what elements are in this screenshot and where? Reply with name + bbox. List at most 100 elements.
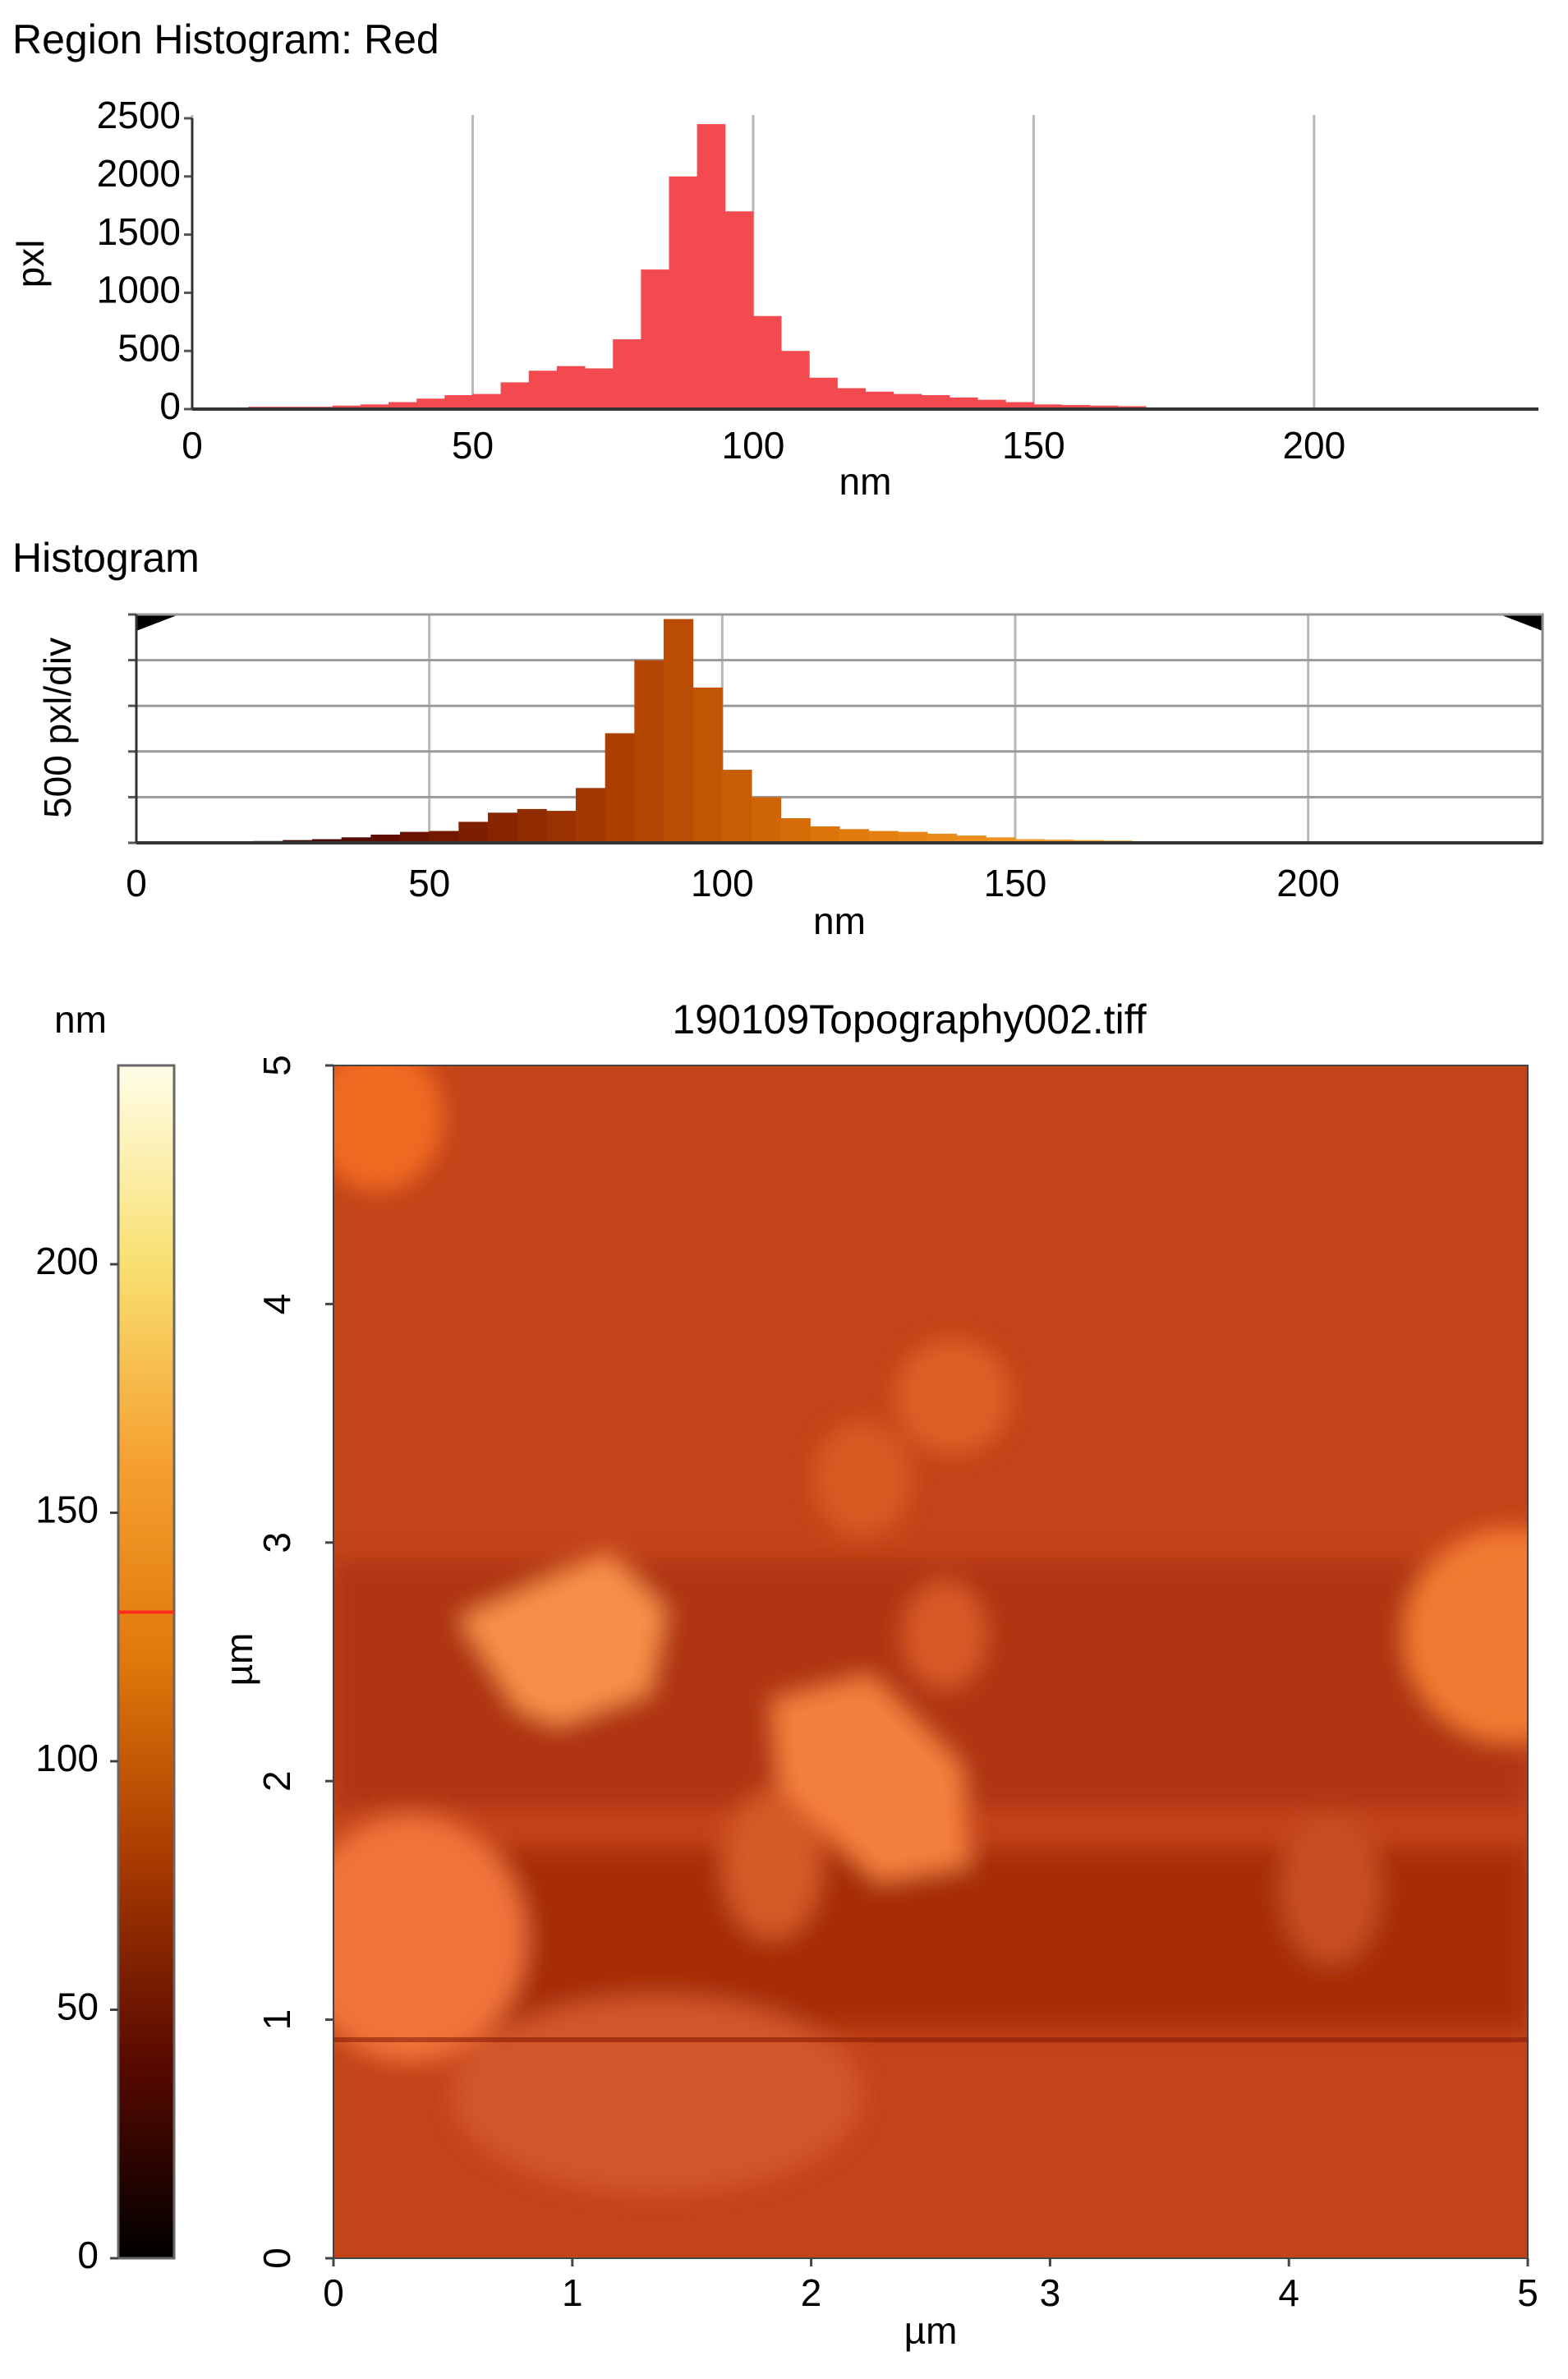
histogram-bar [780,817,811,843]
y-axis-label: µm [218,1633,260,1686]
x-tick-label: 5 [1517,2271,1538,2314]
histogram-bar [634,660,664,843]
histogram-bar [921,395,950,409]
histogram-bar [697,124,726,409]
histogram-bar [1089,405,1119,409]
histogram-bar [868,831,899,843]
y-tick-label: 5 [255,1055,298,1076]
y-tick-label: 500 [117,326,181,369]
colorbar-tick-label: 100 [35,1737,99,1779]
range-marker [1500,614,1543,631]
colorbar-tick-label: 200 [35,1240,99,1282]
histogram-bar [1033,404,1063,409]
x-axis-label: nm [839,460,892,503]
histogram-bar [893,393,922,409]
x-tick-label: 0 [323,2271,344,2314]
histogram-bar [341,837,371,843]
histogram-bar [416,398,445,409]
histogram-bar [1061,405,1091,409]
y-axis-label: 500 pxl/div [36,637,79,818]
histogram-bar [444,395,473,409]
histogram-bar [977,399,1006,409]
histogram-bar [528,370,558,409]
colorbar-label: nm [54,998,107,1041]
histogram-bar [949,397,978,409]
histogram-bar [724,211,754,409]
y-tick-label: 1000 [97,269,181,311]
x-tick-label: 150 [1002,424,1065,467]
histogram-bar [692,687,723,843]
histogram-bar [312,839,343,843]
chart-title: 190109Topography002.tiff [672,996,1146,1042]
x-tick-label: 100 [722,424,785,467]
x-tick-label: 2 [801,2271,822,2314]
histogram-bar [927,833,958,843]
x-tick-label: 4 [1278,2271,1299,2314]
histogram-bar [865,391,894,409]
histogram-bar [641,269,669,409]
colorbar-tick-label: 150 [35,1489,99,1531]
histogram-bar [1005,402,1034,409]
topography-image [333,1065,1528,2258]
histogram-bar [332,405,361,409]
colorbar-tick-label: 0 [77,2234,99,2276]
x-tick-label: 3 [1040,2271,1061,2314]
histogram-bar [752,797,782,843]
histogram-bar [613,339,641,409]
x-tick-label: 50 [408,862,450,904]
chart-title: Region Histogram: Red [12,16,439,62]
chart-title: Histogram [12,535,200,581]
x-tick-label: 200 [1282,424,1345,467]
y-tick-label: 2 [255,1770,298,1792]
y-tick-label: 2000 [97,152,181,195]
histogram-bar [370,834,401,843]
x-axis-label: nm [813,900,866,942]
histogram-bar [576,788,606,843]
y-tick-label: 2500 [97,94,181,136]
y-tick-label: 0 [255,2248,298,2269]
histogram-bar [472,393,502,409]
image-frame [333,1065,1529,2259]
histogram-bar [837,388,866,409]
histogram-bar [781,351,810,409]
histogram-bar [810,826,840,843]
histogram-bar [664,619,694,843]
histogram-bar [517,808,547,843]
histogram-bar [389,402,417,409]
histogram-bar [546,811,577,843]
range-marker [136,614,179,631]
x-axis-label: µm [904,2309,958,2352]
x-tick-label: 0 [126,862,147,904]
histogram-bar [360,404,389,409]
histogram-bar [752,315,782,409]
y-tick-label: 4 [255,1294,298,1315]
x-tick-label: 0 [182,424,203,467]
colorbar [117,1064,176,2260]
histogram-bar [400,831,430,843]
histogram-bar [986,837,1016,843]
plot-frame [135,613,1544,844]
histogram-bar [429,831,459,843]
y-tick-label: 3 [255,1532,298,1553]
histogram-bar [809,377,838,409]
histogram-bar [605,733,635,843]
histogram-bar [585,368,614,409]
histogram-bar [488,812,518,843]
histogram-bar [458,821,489,843]
y-tick-label: 1500 [97,210,181,253]
x-tick-label: 150 [984,862,1047,904]
histogram-bar [898,831,928,843]
y-axis-label: pxl [9,240,52,288]
y-tick-label: 0 [159,384,181,427]
x-tick-label: 100 [691,862,754,904]
y-tick-label: 1 [255,2009,298,2031]
x-tick-label: 200 [1276,862,1340,904]
histogram-bar [500,382,530,409]
x-tick-label: 1 [562,2271,583,2314]
histogram-bar [722,770,752,843]
colorbar-tick-label: 50 [57,1986,99,2028]
x-tick-label: 50 [452,424,494,467]
histogram-bar [1015,839,1046,843]
